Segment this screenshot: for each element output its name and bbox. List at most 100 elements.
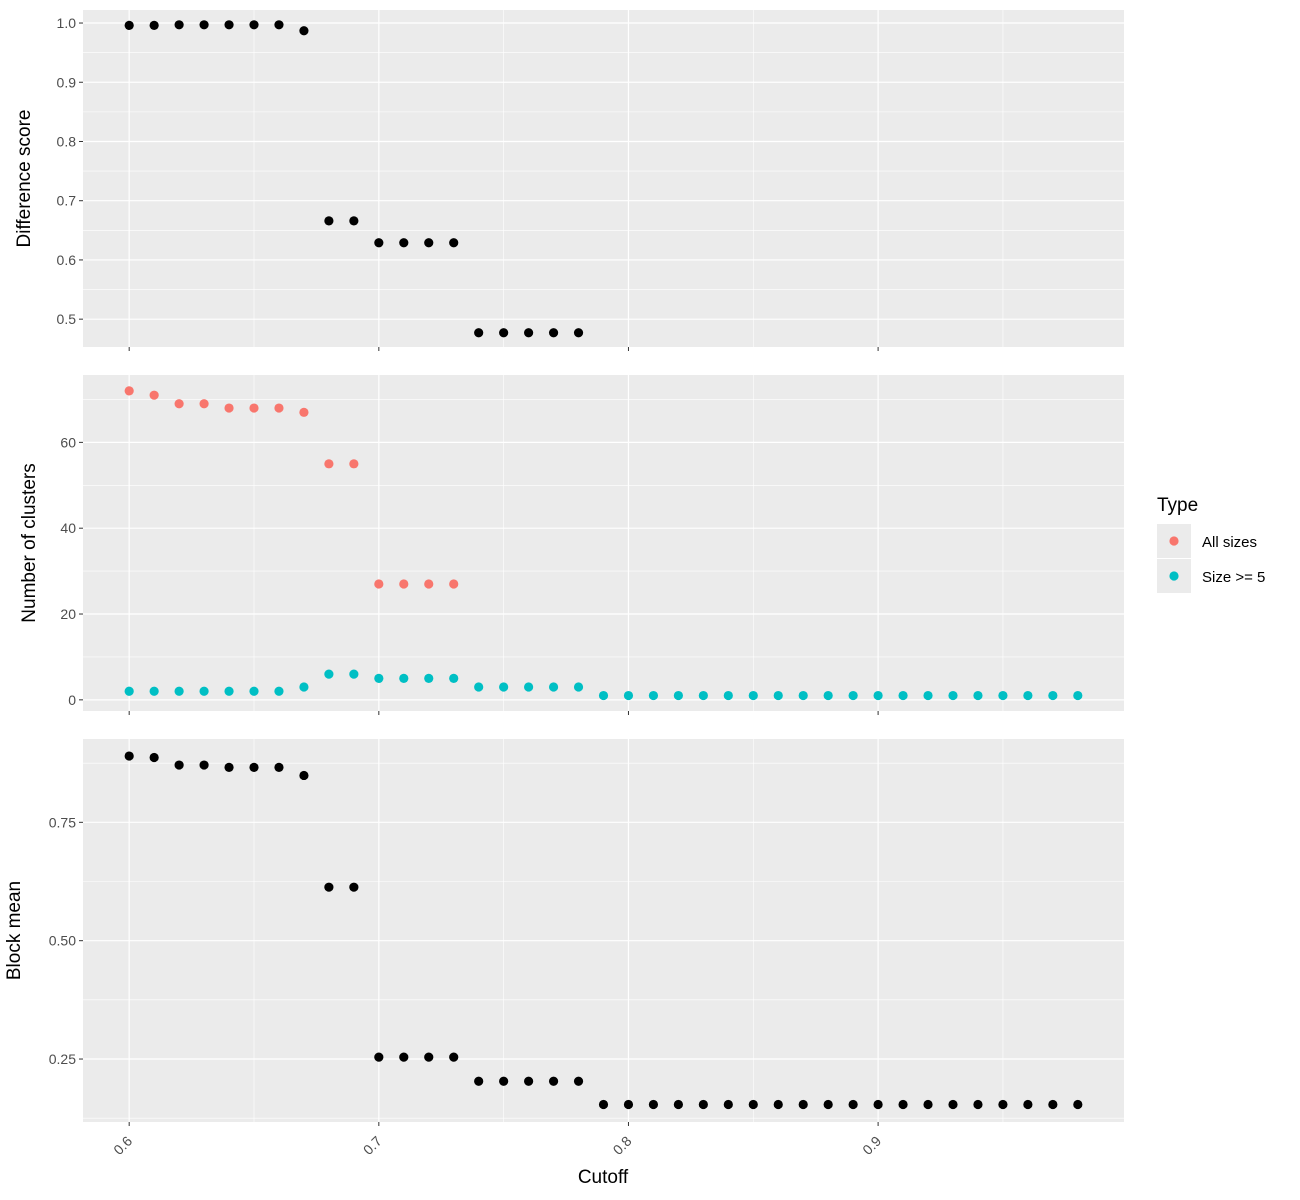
y-tick-label: 0.6 (57, 252, 77, 268)
data-point (748, 1099, 758, 1110)
y-tick-label: 0.50 (49, 933, 76, 949)
data-point (349, 882, 359, 892)
x-tick-label: 0.6 (110, 1133, 135, 1158)
data-point (424, 238, 434, 248)
data-point (299, 407, 309, 417)
series-difference-0 (124, 20, 584, 338)
data-point (773, 1099, 783, 1110)
data-point (723, 690, 733, 701)
x-tick-label: 0.8 (610, 1133, 635, 1158)
y-axis-title-block: Block mean (4, 881, 25, 980)
data-point (249, 762, 259, 773)
data-point (149, 20, 159, 30)
data-point (274, 403, 284, 413)
data-point (524, 328, 534, 338)
data-point (274, 20, 284, 30)
data-point (948, 1099, 958, 1110)
data-point (399, 238, 409, 248)
data-point (474, 682, 484, 692)
data-point (424, 579, 434, 589)
data-point (873, 690, 883, 701)
data-point (199, 20, 209, 30)
data-point (973, 1099, 983, 1110)
data-point (923, 1099, 933, 1110)
data-point (399, 579, 409, 589)
legend-label-size-ge-5: Size >= 5 (1202, 569, 1265, 586)
panel-block: 0.25 0.50 0.75 0.6 0.7 0.8 0.9 Block mean (4, 739, 1124, 1158)
data-point (424, 673, 434, 683)
data-point (374, 673, 384, 683)
data-point (374, 579, 384, 589)
panel-difference: 0.5 0.6 0.7 0.8 0.9 1.0 Difference score (14, 10, 1124, 351)
data-point (199, 399, 209, 409)
data-point (124, 20, 134, 30)
data-point (424, 1052, 434, 1062)
data-point (199, 686, 209, 696)
data-point (349, 459, 359, 469)
data-point (224, 403, 234, 413)
data-point (449, 579, 459, 589)
data-point (299, 682, 309, 692)
data-point (149, 686, 159, 696)
data-point (1048, 690, 1058, 701)
x-tick-label: 0.7 (360, 1133, 385, 1158)
data-point (474, 1076, 484, 1086)
data-point (623, 1099, 634, 1110)
y-tick-label: 40 (60, 520, 76, 536)
data-point (598, 1099, 609, 1110)
legend: Type All sizes Size >= 5 (1157, 495, 1265, 593)
data-point (374, 1052, 384, 1062)
data-point (673, 1099, 683, 1110)
data-point (249, 686, 259, 696)
y-tick-label: 0.25 (49, 1051, 76, 1067)
data-point (1073, 1099, 1083, 1110)
data-point (174, 686, 184, 696)
data-point (324, 669, 334, 679)
y-tick-label: 0.9 (57, 74, 77, 90)
data-point (1023, 690, 1033, 701)
data-point (249, 20, 259, 30)
series-block-0 (124, 751, 1083, 1110)
data-point (748, 690, 758, 701)
plot-panels: 0.5 0.6 0.7 0.8 0.9 1.0 Difference score 0 20 40 6… (4, 10, 1124, 1158)
data-point (324, 459, 334, 469)
data-point (224, 762, 234, 773)
panel-background-block (83, 739, 1124, 1122)
y-tick-label: 0 (68, 692, 76, 708)
data-point (648, 690, 659, 701)
data-point (573, 328, 584, 338)
y-axis-title-clusters: Number of clusters (19, 463, 40, 622)
data-point (548, 682, 559, 692)
data-point (698, 690, 708, 701)
panel-clusters: 0 20 40 60 Number of clusters (19, 375, 1124, 715)
data-point (524, 1076, 534, 1086)
data-point (548, 1076, 559, 1086)
data-point (973, 690, 983, 701)
legend-label-all-sizes: All sizes (1202, 534, 1257, 551)
y-tick-label: 20 (60, 606, 76, 622)
data-point (149, 390, 159, 400)
y-tick-label: 0.5 (57, 311, 77, 327)
data-point (848, 690, 858, 701)
series-clusters-0 (124, 386, 459, 589)
data-point (124, 386, 134, 396)
data-point (299, 26, 309, 36)
data-point (399, 673, 409, 683)
data-point (174, 399, 184, 409)
data-point (823, 690, 833, 701)
data-point (174, 760, 184, 770)
data-point (773, 690, 783, 701)
data-point (524, 682, 534, 692)
legend-title: Type (1157, 495, 1198, 516)
data-point (923, 690, 933, 701)
data-point (499, 1076, 509, 1086)
data-point (349, 216, 359, 226)
data-point (873, 1099, 883, 1110)
legend-key-all-sizes (1169, 536, 1179, 546)
data-point (998, 690, 1008, 701)
y-tick-label: 60 (60, 434, 76, 450)
data-point (898, 690, 908, 701)
data-point (299, 770, 309, 781)
data-point (998, 1099, 1008, 1110)
